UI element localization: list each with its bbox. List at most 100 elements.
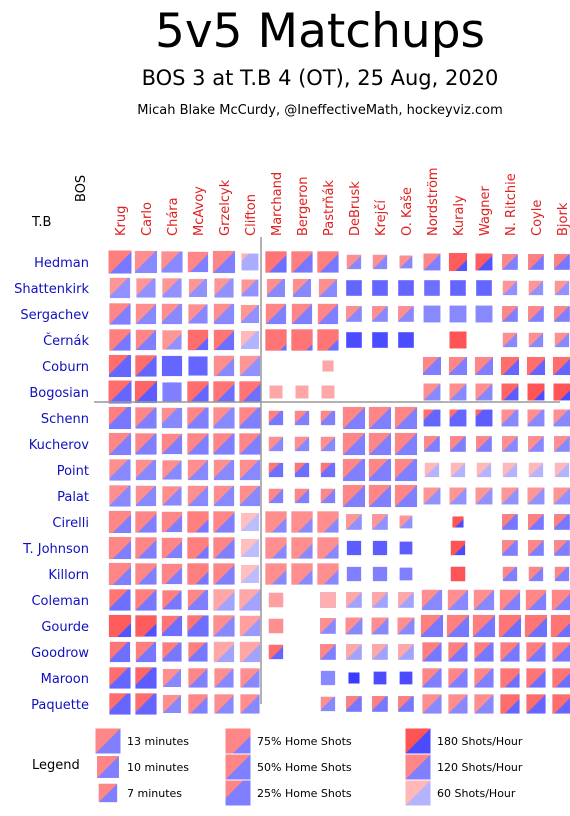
matchup-cell [212,250,236,274]
matchup-cell [502,514,518,530]
matchup-cell [320,488,336,504]
legend-share-swatch [225,728,251,754]
row-label: Coburn [42,360,89,375]
matchup-cell [372,306,388,322]
matchup-cell [187,589,209,611]
matchup-cell [446,614,470,638]
matchup-cell [450,280,466,296]
matchup-cell [239,381,261,403]
matchup-cell [342,432,366,456]
chart-title: 5v5 Matchups [154,4,486,59]
matchup-cell [109,329,131,351]
matchup-cell [320,592,336,608]
column-label: Marchand [270,172,285,236]
matchup-cell [346,306,362,322]
matchup-cell [346,566,362,582]
matchup-cell [240,512,260,532]
row-label: Point [57,464,89,479]
matchup-cell [424,462,440,478]
row-label: Killorn [48,568,89,583]
matchup-cell [134,380,158,404]
matchup-cell [372,592,388,608]
matchup-cell [472,614,496,638]
matchup-cell [526,356,546,376]
matchup-cell [109,693,131,715]
matchup-cell [554,306,570,322]
matchup-cell [318,278,338,298]
matchup-cell [346,540,362,556]
matchup-cell [291,511,313,533]
matchup-cell [187,459,209,481]
matchup-cell [450,436,466,452]
matchup-cell [266,278,286,298]
matchup-cell [162,668,182,688]
legend-rate-swatch [405,728,431,754]
matchup-cell [476,280,492,296]
matchup-cell [553,487,570,505]
matchup-cell [135,485,157,507]
matchup-cell [421,589,443,611]
matchup-cell [500,668,520,688]
matchup-cell [448,668,468,688]
matchup-cell [398,332,414,348]
matchup-cell [294,410,310,426]
matchup-cell [135,355,157,377]
matchup-cell [269,385,283,399]
game-subtitle: BOS 3 at T.B 4 (OT), 25 Aug, 2020 [141,66,499,90]
matchup-cell [108,562,132,586]
legend-size-10: 10 minutes [127,761,190,774]
credit-line: Micah Blake McCurdy, @IneffectiveMath, h… [137,103,503,118]
matchup-cell [498,614,522,638]
matchup-cell [239,459,261,481]
matchup-cell [346,332,362,348]
matchup-cell [346,696,362,712]
row-label: Palat [57,490,89,505]
matchup-cell [187,433,209,455]
matchup-cell [448,642,468,662]
matchup-cell [394,458,418,482]
matchup-cell [239,641,261,663]
matchup-cell [161,615,183,637]
matchup-cell [213,459,235,481]
matchup-cell [368,432,392,456]
matchup-cell [317,511,339,533]
matchup-cell [108,380,132,404]
matchup-cell [371,617,389,635]
matchup-cell [450,566,466,582]
matchup-cell [188,642,208,662]
matchup-cell [502,306,518,322]
matchup-cell [528,436,544,452]
matchup-cell [213,615,235,637]
matchup-cell [108,536,132,560]
matchup-cell [187,563,209,585]
matchup-cell [373,671,387,685]
matchup-cell [135,511,157,533]
matchup-cell [187,407,209,429]
matchup-cell [265,329,287,351]
matchup-cell [162,278,182,298]
matchup-cell [526,668,546,688]
matchup-cell [475,305,493,323]
column-label: Bjork [556,202,570,236]
matchup-cell [321,385,335,399]
legend-rate-swatch [405,754,431,780]
matchup-cell [474,668,494,688]
matchup-cell [528,332,544,348]
matchup-cell [162,694,182,714]
column-label: Clifton [244,194,259,236]
matchup-cell [502,566,518,582]
row-label: T. Johnson [22,542,89,557]
matchup-cell [423,487,441,505]
matchup-cell [317,537,339,559]
matchup-cell [294,436,310,452]
matchup-cell [528,514,544,530]
matchup-cell [501,409,519,427]
matchup-cell [368,458,392,482]
matchup-cell [239,615,261,637]
column-label: Kuraly [452,195,467,236]
matchup-cell [239,433,261,455]
matchup-cell [346,514,362,530]
matchup-cell [551,589,570,611]
matchup-cell [109,303,131,325]
matchup-cell [368,484,392,508]
